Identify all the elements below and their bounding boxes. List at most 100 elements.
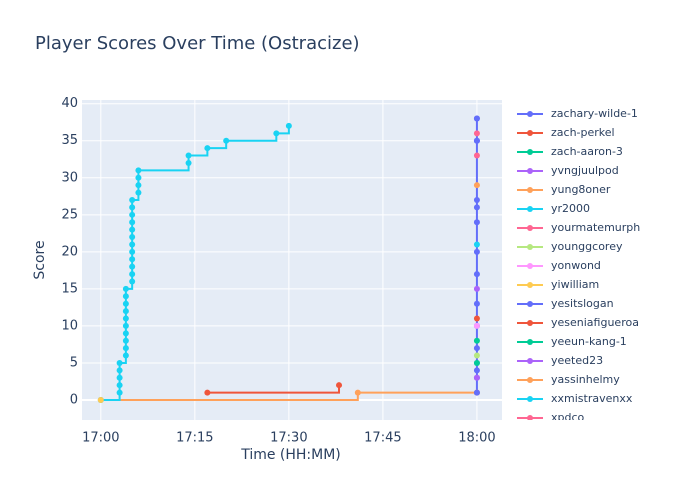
data-point <box>129 271 136 278</box>
data-point <box>473 322 480 329</box>
y-tick-label: 40 <box>61 96 78 111</box>
legend-label: yesitslogan <box>551 297 614 310</box>
x-axis-title: Time (HH:MM) <box>240 447 341 463</box>
legend-label: zach-perkel <box>551 126 615 139</box>
data-point <box>473 152 480 159</box>
series-line <box>100 391 477 401</box>
data-point <box>129 234 136 241</box>
data-point <box>473 337 480 344</box>
legend-label: yr2000 <box>551 202 590 215</box>
lines <box>97 115 480 403</box>
legend-marker <box>527 358 533 364</box>
legend-marker <box>527 301 533 307</box>
x-tick-label: 17:00 <box>82 431 119 446</box>
data-point <box>204 389 211 396</box>
data-point <box>473 285 480 292</box>
data-point <box>97 397 104 403</box>
legend-marker <box>527 339 533 345</box>
data-point <box>129 241 136 248</box>
data-point <box>473 248 480 255</box>
data-point <box>473 359 480 366</box>
data-point <box>473 241 480 248</box>
legend-marker <box>527 111 533 117</box>
data-point <box>473 352 480 359</box>
data-point <box>129 226 136 233</box>
x-tick-label: 17:30 <box>270 431 307 446</box>
data-point <box>122 322 129 329</box>
legend: zachary-wilde-1 zach-perkel zach-aaron-3 yv… <box>517 107 640 424</box>
data-point <box>116 367 123 374</box>
y-tick-label: 25 <box>61 207 78 222</box>
data-point <box>135 167 142 174</box>
data-point <box>473 182 480 189</box>
x-tick-label: 18:00 <box>458 431 495 446</box>
legend-label: yeseniafigueroa <box>551 316 639 329</box>
legend-label: zach-aaron-3 <box>551 145 623 158</box>
legend-label: yonwond <box>551 259 601 272</box>
data-point <box>473 315 480 322</box>
x-tick-label: 17:45 <box>364 431 401 446</box>
legend-marker <box>527 244 533 250</box>
data-point <box>129 211 136 218</box>
data-point <box>354 389 361 396</box>
data-point <box>285 122 292 129</box>
legend-label: yvngjuulpod <box>551 164 619 177</box>
data-point <box>473 137 480 144</box>
legend-label: xpdco <box>551 411 585 424</box>
data-point <box>135 189 142 196</box>
data-point <box>122 315 129 322</box>
legend-label: younggcorey <box>551 240 623 253</box>
data-point <box>129 263 136 270</box>
y-tick-label: 20 <box>61 244 78 259</box>
data-point <box>122 285 129 292</box>
data-point <box>473 374 480 381</box>
data-point <box>129 197 136 203</box>
legend-label: zachary-wilde-1 <box>551 107 638 120</box>
data-point <box>122 293 129 300</box>
data-point <box>135 182 142 189</box>
y-tick-label: 30 <box>61 170 78 185</box>
data-point <box>473 389 480 396</box>
legend-marker <box>527 415 533 420</box>
data-point <box>473 204 480 211</box>
chart-title: Player Scores Over Time (Ostracize) <box>35 33 360 54</box>
data-point <box>336 382 343 389</box>
legend-label: xxmistravenxx <box>551 392 633 405</box>
data-point <box>473 197 480 203</box>
legend-label: yeeted23 <box>551 354 603 367</box>
y-tick-label: 5 <box>70 355 78 370</box>
legend-marker <box>527 263 533 269</box>
data-point <box>116 382 123 389</box>
data-point <box>122 300 129 307</box>
legend-marker <box>527 149 533 155</box>
legend-marker <box>527 206 533 212</box>
data-point <box>122 345 129 352</box>
data-point <box>473 115 480 122</box>
data-point <box>122 352 129 359</box>
data-point <box>116 359 123 366</box>
legend-marker <box>527 377 533 383</box>
data-point <box>116 374 123 381</box>
legend-label: yassinhelmy <box>551 373 620 386</box>
legend-marker <box>527 225 533 231</box>
legend-marker <box>527 168 533 174</box>
data-point <box>473 271 480 278</box>
legend-label: yung8oner <box>551 183 611 196</box>
data-point <box>129 219 136 226</box>
y-axis-title: Score <box>32 240 48 279</box>
data-point <box>273 130 280 137</box>
data-point <box>473 345 480 352</box>
data-point <box>129 256 136 263</box>
legend-label: yourmatemurph <box>551 221 640 234</box>
legend-marker <box>527 396 533 402</box>
legend-marker <box>527 320 533 326</box>
data-point <box>185 159 192 166</box>
data-point <box>223 137 230 144</box>
y-tick-label: 35 <box>61 133 78 148</box>
data-point <box>122 337 129 344</box>
x-tick-label: 17:15 <box>176 431 213 446</box>
data-point <box>116 389 123 396</box>
y-tick-label: 15 <box>61 281 78 296</box>
data-point <box>129 248 136 255</box>
